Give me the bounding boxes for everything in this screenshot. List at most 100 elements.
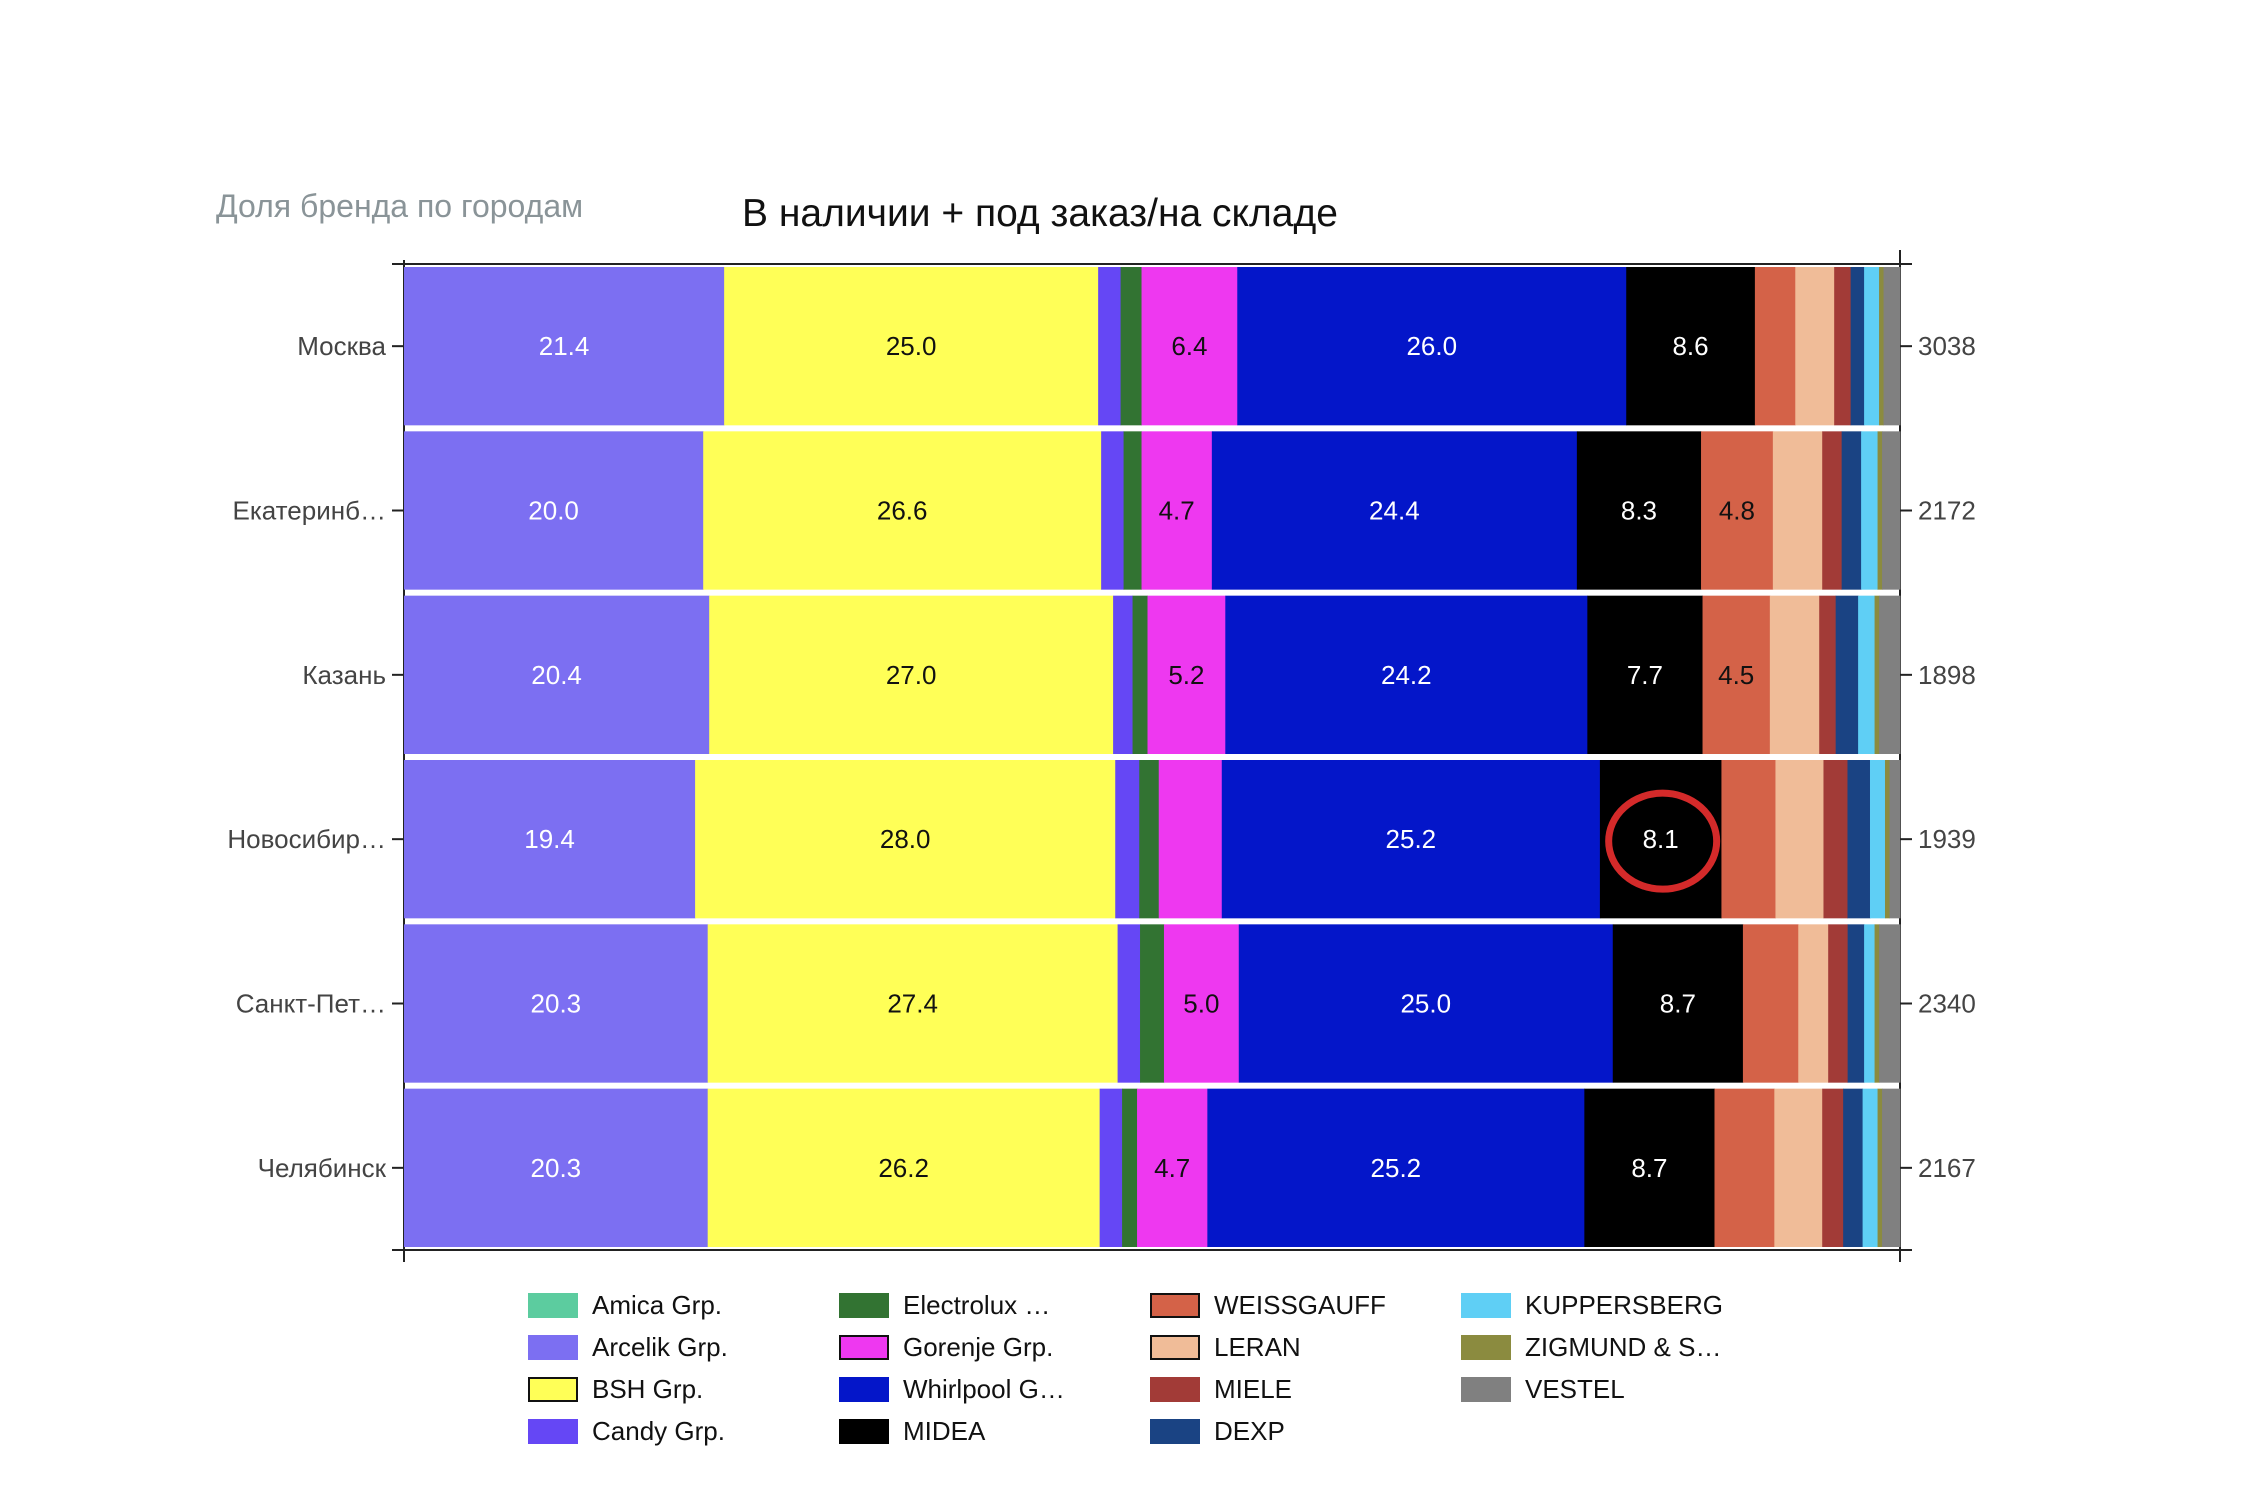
bar-segment (404, 267, 725, 426)
bar-segment (404, 431, 704, 590)
legend-item: MIELE (1150, 1368, 1461, 1410)
chart-legend: Amica Grp. Arcelik Grp. BSH Grp. Candy Grp.… (528, 1284, 1772, 1452)
bar-value-label: 24.4 (1369, 496, 1420, 526)
legend-label: DEXP (1214, 1415, 1285, 1446)
bar-segment (1877, 1088, 1883, 1247)
bar-segment (1211, 431, 1578, 590)
bar-segment (1877, 431, 1883, 590)
legend-item: DEXP (1150, 1410, 1461, 1452)
bar-segment (1163, 924, 1240, 1083)
bar-value-label: 20.3 (531, 1153, 582, 1183)
bar-value-label: 25.0 (1400, 989, 1451, 1019)
bar-segment (1775, 760, 1824, 919)
bar-segment (1874, 924, 1880, 1083)
legend-item: Whirlpool G… (839, 1368, 1150, 1410)
legend-item: BSH Grp. (528, 1368, 839, 1410)
bar-segment (1884, 760, 1890, 919)
bar-segment (1702, 595, 1771, 754)
legend-swatch (839, 1334, 889, 1360)
bar-segment (1147, 595, 1226, 754)
legend-swatch (1150, 1334, 1200, 1360)
legend-label: LERAN (1214, 1331, 1301, 1362)
bar-segment (1874, 595, 1880, 754)
legend-label: Amica Grp. (592, 1289, 723, 1320)
bar-segment (1701, 431, 1774, 590)
bar-segment (1139, 760, 1160, 919)
legend-label: MIELE (1214, 1373, 1293, 1404)
bar-segment (1772, 431, 1823, 590)
legend-label: VESTEL (1525, 1373, 1625, 1404)
legend-label: MIDEA (903, 1415, 986, 1446)
bar-value-label: 21.4 (539, 331, 590, 361)
bar-segment (1158, 760, 1223, 919)
legend-label: Arcelik Grp. (592, 1331, 728, 1362)
bar-segment (1869, 760, 1886, 919)
category-label: Москва (297, 331, 386, 361)
bar-segment (1237, 267, 1627, 426)
category-label: Санкт-Пет… (236, 989, 386, 1019)
bar-segment (1714, 1088, 1775, 1247)
legend-item: Arcelik Grp. (528, 1326, 839, 1368)
bar-segment (1882, 431, 1901, 590)
bar-value-label: 27.0 (886, 660, 937, 690)
legend-item: Gorenje Grp. (839, 1326, 1150, 1368)
legend-swatch (1150, 1376, 1200, 1402)
legend-item: Amica Grp. (528, 1284, 839, 1326)
legend-label: BSH Grp. (592, 1373, 704, 1404)
legend-swatch (1150, 1292, 1200, 1318)
bar-value-label: 20.4 (531, 660, 582, 690)
legend-label: ZIGMUND & S… (1525, 1331, 1722, 1362)
legend-label: Whirlpool G… (903, 1373, 1065, 1404)
bar-segment (1858, 595, 1876, 754)
legend-swatch (528, 1376, 578, 1402)
bar-value-label: 7.7 (1627, 660, 1663, 690)
legend-item: KUPPERSBERG (1461, 1284, 1772, 1326)
bar-value-label: 26.0 (1406, 331, 1457, 361)
bar-segment (1774, 1088, 1823, 1247)
bar-segment (1098, 267, 1122, 426)
bar-segment (1115, 760, 1140, 919)
bar-value-label: 4.7 (1159, 496, 1195, 526)
bar-value-label: 4.7 (1154, 1153, 1190, 1183)
bar-segment (1769, 595, 1820, 754)
legend-label: KUPPERSBERG (1525, 1289, 1723, 1320)
bar-segment (404, 1088, 709, 1247)
bar-segment (1798, 924, 1829, 1083)
bar-segment (404, 595, 710, 754)
legend-label: Gorenje Grp. (903, 1331, 1054, 1362)
total-label: 1898 (1918, 660, 1976, 690)
bar-value-label: 24.2 (1381, 660, 1432, 690)
bar-segment (1862, 1088, 1879, 1247)
bar-value-label: 5.2 (1168, 660, 1204, 690)
bar-segment (707, 1088, 1101, 1247)
bar-segment (1238, 924, 1614, 1083)
bar-value-label: 8.7 (1631, 1153, 1667, 1183)
bar-segment (1847, 760, 1871, 919)
legend-item: ZIGMUND & S… (1461, 1326, 1772, 1368)
total-label: 1939 (1918, 824, 1976, 854)
bar-segment (724, 267, 1099, 426)
bar-segment (1123, 431, 1143, 590)
bar-value-label: 6.4 (1171, 331, 1207, 361)
bar-segment (1823, 760, 1848, 919)
bar-value-label: 20.0 (528, 496, 579, 526)
legend-swatch (528, 1292, 578, 1318)
bar-segment (1140, 924, 1165, 1083)
annotation-circle (1605, 789, 1721, 893)
legend-swatch (528, 1334, 578, 1360)
bar-segment (709, 595, 1114, 754)
bar-segment (1861, 431, 1879, 590)
bar-segment (1137, 1088, 1208, 1247)
bar-segment (1626, 267, 1756, 426)
bar-segment (1822, 431, 1843, 590)
bar-value-label: 26.6 (877, 496, 928, 526)
bar-segment (1742, 924, 1799, 1083)
bar-segment (1879, 267, 1885, 426)
bar-segment (1879, 595, 1901, 754)
bar-segment (1883, 267, 1901, 426)
total-label: 3038 (1918, 331, 1976, 361)
category-label: Новосибир… (227, 824, 386, 854)
legend-item: Candy Grp. (528, 1410, 839, 1452)
bar-segment (1132, 595, 1149, 754)
